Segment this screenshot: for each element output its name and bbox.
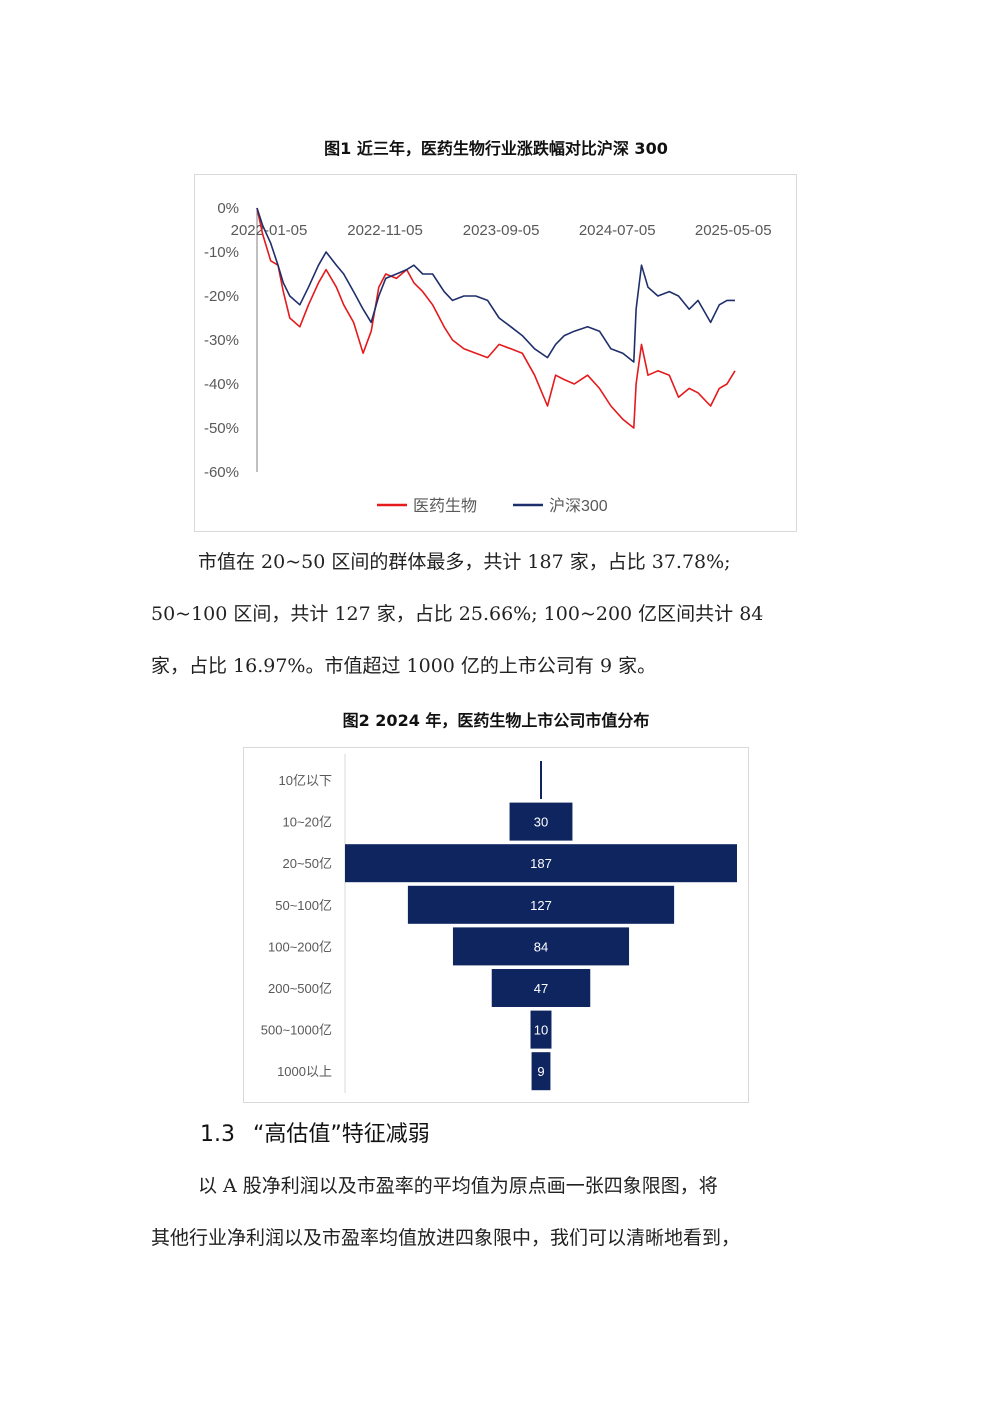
paragraph-line: 其他行业净利润以及市盈率均值放进四象限中，我们可以清晰地看到， (151, 1227, 741, 1249)
x-tick-label: 2022-01-05 (231, 222, 308, 239)
section-heading: 1.3 “高估值”特征减弱 (200, 1116, 430, 1148)
section-number: 1.3 (200, 1122, 235, 1147)
funnel-bar (345, 844, 737, 883)
series-line (256, 207, 736, 429)
legend-label: 医药生物 (413, 497, 477, 515)
paragraph-market-cap: 市值在 20~50 区间的群体最多，共计 187 家，占比 37.78%; 50… (151, 536, 843, 692)
data-label: 84 (534, 939, 548, 954)
figure-1-title: 图1 近三年，医药生物行业涨跌幅对比沪深 300 (324, 139, 668, 158)
paragraph-line: 50~100 区间，共计 127 家，占比 25.66%; 100~200 亿区… (151, 603, 764, 625)
funnel-bar (509, 802, 573, 841)
series-line (256, 207, 735, 363)
category-label: 1000以上 (277, 1064, 332, 1079)
category-label: 50~100亿 (275, 898, 332, 913)
x-tick-label: 2023-09-05 (463, 222, 540, 239)
y-tick-label: -40% (204, 376, 239, 393)
figure-2-chart: 10亿以下 10~20亿 30 20~50亿 187 50~100亿 127 100~200亿… (243, 747, 749, 1103)
section-title: “高估值”特征减弱 (253, 1122, 430, 1147)
category-label: 200~500亿 (268, 981, 332, 996)
y-tick-label: -20% (204, 288, 239, 305)
category-label: 10~20亿 (282, 815, 332, 830)
funnel-bar (452, 927, 630, 966)
data-label: 187 (530, 856, 552, 871)
data-label: 47 (534, 981, 548, 996)
category-label: 500~1000亿 (261, 1023, 332, 1038)
y-tick-label: -10% (204, 244, 239, 261)
paragraph-line: 家，占比 16.97%。市值超过 1000 亿的上市公司有 9 家。 (151, 655, 657, 677)
data-label: 10 (534, 1023, 548, 1038)
category-label: 100~200亿 (268, 939, 332, 954)
paragraph-quadrant: 以 A 股净利润以及市盈率的平均值为原点画一张四象限图，将 其他行业净利润以及市… (151, 1160, 843, 1264)
line-chart: 0% -10% -20% -30% -40% -50% -60% 2022-01-05 2022… (204, 200, 772, 515)
category-label: 20~50亿 (282, 856, 332, 871)
x-tick-label: 2024-07-05 (579, 222, 656, 239)
funnel-bar (407, 885, 675, 924)
y-tick-label: -50% (204, 420, 239, 437)
data-label: 30 (534, 815, 548, 830)
funnel-bar (491, 969, 591, 1007)
legend-label: 沪深300 (549, 497, 608, 515)
y-tick-label: 0% (217, 200, 239, 217)
figure-1-chart: 0% -10% -20% -30% -40% -50% -60% 2022-01-05 2022… (194, 174, 797, 532)
figure-2-title: 图2 2024 年，医药生物上市公司市值分布 (342, 711, 650, 730)
y-tick-label: -60% (204, 464, 239, 481)
y-tick-label: -30% (204, 332, 239, 349)
data-label: 9 (537, 1064, 544, 1079)
data-label: 127 (530, 898, 552, 913)
funnel-bar (530, 1010, 552, 1049)
paragraph-line: 以 A 股净利润以及市盈率的平均值为原点画一张四象限图，将 (198, 1175, 718, 1197)
funnel-bar-chart: 10亿以下 10~20亿 30 20~50亿 187 50~100亿 127 100~200亿… (261, 754, 737, 1093)
x-tick-label: 2022-11-05 (347, 222, 423, 239)
x-tick-label: 2025-05-05 (695, 222, 772, 239)
paragraph-line: 市值在 20~50 区间的群体最多，共计 187 家，占比 37.78%; (198, 551, 731, 573)
category-label: 10亿以下 (279, 773, 332, 788)
funnel-bar (531, 1052, 551, 1091)
